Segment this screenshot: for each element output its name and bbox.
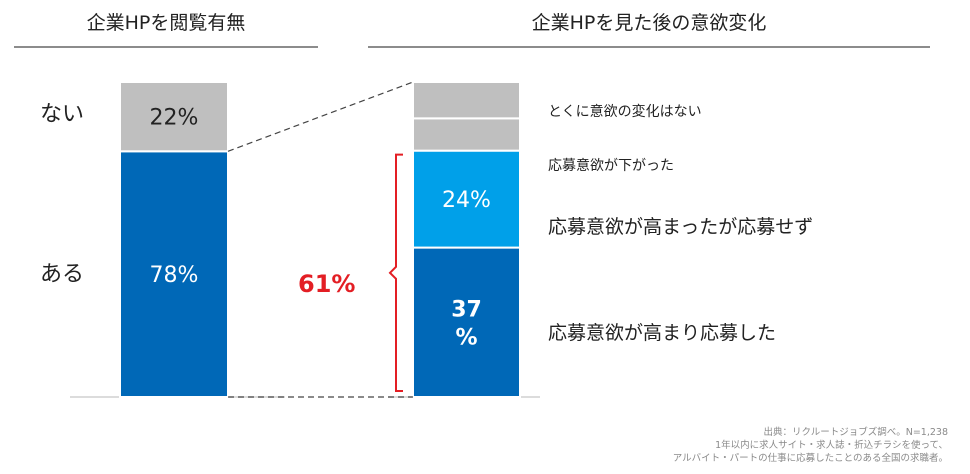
annotation-increased-not-applied: 応募意欲が高まったが応募せず [548,216,814,238]
right-bar-value-label: 37 [451,297,482,322]
left-bar-segment [119,150,229,398]
right-bar-value-label: 24% [442,188,491,213]
right-bar-segment [412,117,521,152]
right-bar-value-label: % [455,325,477,350]
left-bar-segment [119,81,229,153]
left-panel-title: 企業HPを閲覧有無 [86,12,246,34]
annotation-no-change: とくに意欲の変化はない [548,104,702,120]
category-label-nai: ない [40,102,85,127]
left-bar-value-label: 22% [150,106,199,131]
bracket-total-label: 61% [298,270,356,298]
left-title-rule [14,46,318,48]
right-panel-title: 企業HPを見た後の意欲変化 [531,12,767,34]
source-note: 出典：リクルートジョブズ調べ。N=1,238 1年以内に求人サイト・求人誌・折込… [673,426,948,465]
left-bar-value-label: 78% [150,263,199,288]
source-line: 出典：リクルートジョブズ調べ。N=1,238 [763,427,948,438]
right-bar-segment [412,246,521,398]
source-line: 1年以内に求人サイト・求人誌・折込チラシを使って、 [715,440,948,451]
category-label-aru: ある [40,262,85,287]
right-bar-segment [412,81,521,120]
right-title-rule [368,46,930,48]
annotation-increased-applied: 応募意欲が高まり応募した [548,322,777,344]
annotation-decreased: 応募意欲が下がった [548,158,674,174]
connector-line-top [227,81,414,152]
bracket-line [388,153,403,392]
source-line: アルバイト・パートの仕事に応募したことのある全国の求職者。 [672,453,948,464]
